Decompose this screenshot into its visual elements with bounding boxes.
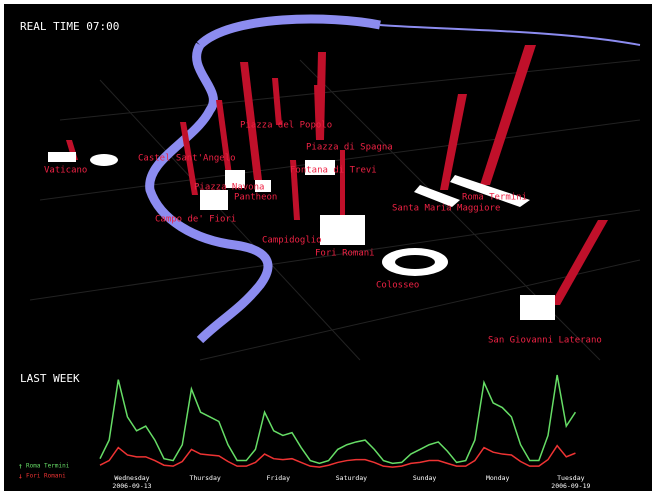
river-upstream	[379, 24, 641, 46]
day-label: Wednesday	[114, 474, 149, 482]
chart: ↑ Roma Termini↓ Fori Romani Wednesday2006-0…	[18, 374, 591, 490]
real-time: REAL TIME 07:00	[20, 20, 119, 33]
landmark-label: Fori Romani	[315, 249, 375, 259]
day-label: Friday	[267, 474, 291, 482]
legend-arrow: ↓	[18, 472, 23, 481]
landmark-label: Santa Maria Maggiore	[392, 204, 500, 214]
background	[4, 4, 652, 491]
street-grid	[29, 59, 641, 361]
day-date: 2006-09-13	[112, 482, 151, 490]
landmark-label: Piazza di Spagna	[306, 143, 393, 153]
landmark-label: Roma Termini	[462, 193, 527, 203]
landmark-label: Fontana di Trevi	[290, 166, 377, 176]
day-label: Monday	[486, 474, 510, 482]
legend-label: Fori Romani	[26, 473, 66, 480]
day-date: 2006-09-19	[551, 482, 590, 490]
legend-label: Roma Termini	[26, 463, 70, 470]
river	[145, 14, 381, 344]
landmark-label: San Giovanni Laterano	[488, 336, 602, 346]
landmark-label: Vaticano	[44, 166, 87, 176]
legend-arrow: ↑	[18, 462, 23, 471]
day-label: Sunday	[413, 474, 437, 482]
day-label: Saturday	[336, 474, 367, 482]
chart-title: LAST WEEK	[20, 372, 80, 385]
series-line	[99, 444, 576, 468]
landmark-label: Campo de' Fiori	[155, 215, 236, 225]
buildings	[48, 152, 555, 320]
landmark-label: Pantheon	[234, 193, 277, 203]
series-line	[99, 374, 577, 465]
landmark-label: Castel Sant'Angelo	[138, 154, 236, 164]
landmark-label: Campidoglio	[262, 236, 322, 246]
landmark-label: Piazza Navona	[194, 183, 264, 193]
landmark-label: Colosseo	[376, 281, 419, 291]
landmark-label: Piazza del Popolo	[240, 121, 332, 131]
day-label: Tuesday	[557, 474, 584, 482]
day-label: Thursday	[189, 474, 220, 482]
